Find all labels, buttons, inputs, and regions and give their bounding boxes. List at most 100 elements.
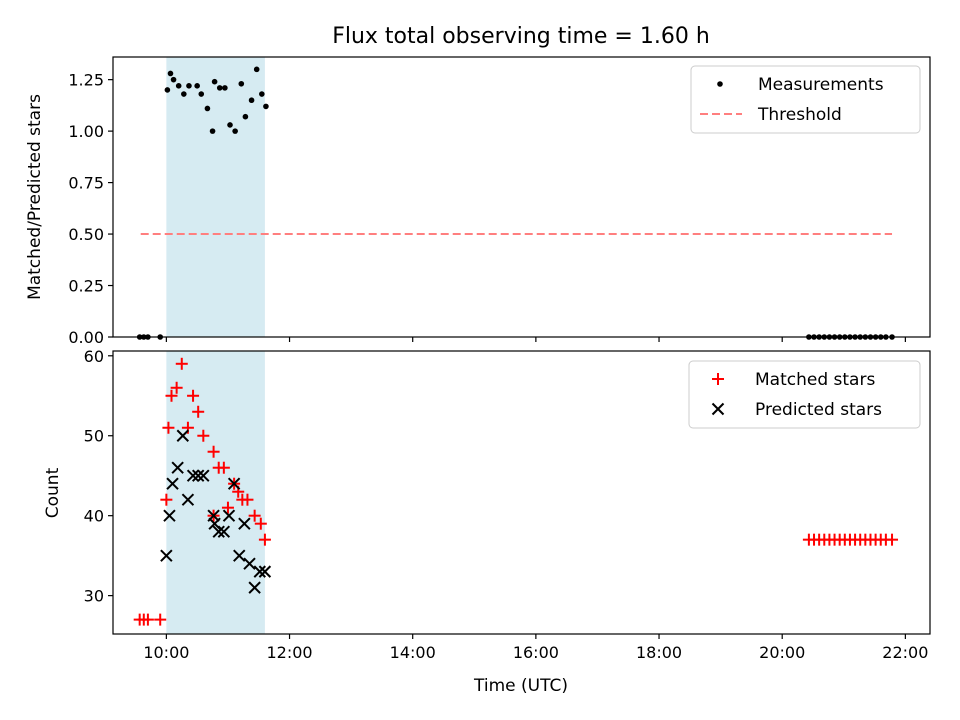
shaded-observing-span	[166, 57, 265, 337]
data-point	[248, 97, 255, 104]
data-point	[141, 613, 154, 626]
data-point	[192, 405, 205, 418]
y-tick-label: 0.50	[68, 225, 104, 244]
series-matched-stars	[133, 357, 899, 626]
data-point	[254, 517, 267, 530]
data-point	[166, 477, 179, 490]
y-tick-label: 40	[84, 507, 104, 526]
data-point	[198, 91, 205, 97]
data-point	[209, 128, 216, 134]
x-tick-label: 22:00	[882, 643, 928, 662]
x-tick-label: 16:00	[513, 643, 559, 662]
data-point	[222, 85, 228, 91]
data-point	[233, 549, 246, 562]
legend-marker-measurements	[717, 81, 723, 87]
data-point	[175, 357, 188, 370]
data-point	[171, 461, 184, 474]
top-plot-area	[136, 57, 895, 340]
top-chart-title: Flux total observing time = 1.60 h	[332, 24, 710, 49]
data-point	[181, 493, 195, 506]
top-axes-frame	[112, 56, 931, 338]
data-point	[222, 509, 236, 522]
data-point	[204, 105, 211, 112]
series-predicted-stars	[160, 429, 272, 594]
top-y-axis: 0.00 0.25 0.50 0.75 1.00 1.25	[68, 71, 113, 347]
x-tick-label: 12:00	[266, 643, 312, 662]
x-tick-label: 10:00	[143, 643, 189, 662]
data-point	[217, 461, 230, 474]
data-point	[207, 445, 220, 458]
data-point	[221, 501, 234, 514]
data-point	[170, 381, 183, 394]
data-point	[186, 469, 200, 482]
legend-label-matched-stars: Matched stars	[755, 370, 875, 390]
data-point	[181, 91, 187, 97]
data-point	[160, 549, 173, 562]
legend-label-predicted-stars: Predicted stars	[755, 400, 882, 420]
bottom-legend-box	[688, 360, 921, 429]
top-y-axis-label: Matched/Predicted stars	[25, 94, 45, 300]
legend-marker-matched-stars	[712, 373, 724, 385]
y-tick-label: 0.75	[68, 174, 104, 193]
data-point	[212, 525, 225, 538]
data-point	[248, 581, 261, 594]
data-point	[186, 83, 192, 89]
bottom-axes-frame	[112, 350, 931, 635]
data-point	[165, 389, 178, 402]
data-point	[194, 83, 200, 89]
data-point	[167, 70, 174, 77]
y-tick-label: 1.00	[68, 122, 104, 141]
data-point	[258, 565, 272, 578]
data-point	[160, 493, 173, 506]
data-point	[232, 128, 238, 134]
data-point	[241, 493, 254, 506]
shaded-observing-span	[166, 351, 265, 634]
y-tick-label: 60	[84, 347, 104, 366]
x-tick-label: 18:00	[636, 643, 682, 662]
data-point	[258, 533, 271, 546]
data-point	[227, 122, 233, 128]
data-point	[227, 477, 241, 490]
bottom-y-axis: 30 40 50 60	[84, 347, 113, 606]
data-point	[170, 76, 177, 83]
bottom-y-axis-label: Count	[43, 467, 63, 518]
bottom-legend: Matched stars Predicted stars	[688, 360, 921, 429]
y-tick-label: 0.00	[68, 328, 104, 347]
data-point	[259, 91, 265, 97]
data-point	[263, 103, 269, 110]
y-tick-label: 50	[84, 427, 104, 446]
data-point	[243, 557, 256, 570]
data-point	[187, 389, 200, 402]
data-point	[163, 509, 176, 522]
x-tick-label: 14:00	[390, 643, 436, 662]
bottom-x-axis-label: Time (UTC)	[473, 676, 568, 696]
data-point	[216, 85, 223, 91]
y-tick-label: 30	[84, 587, 104, 606]
data-point	[176, 429, 190, 442]
data-point	[217, 525, 231, 538]
data-point	[238, 80, 245, 87]
top-legend-box	[690, 65, 921, 134]
data-point	[248, 509, 261, 522]
data-point	[175, 83, 182, 89]
data-point	[886, 533, 899, 546]
data-point	[154, 613, 167, 626]
data-point	[162, 421, 175, 434]
x-tick-label: 20:00	[759, 643, 805, 662]
bottom-x-axis: 10:00 12:00 14:00 16:00 18:00 20:00 22:00	[143, 634, 928, 662]
bottom-plot-area	[133, 351, 899, 634]
data-point	[211, 78, 218, 85]
data-point	[238, 517, 251, 530]
data-point	[164, 87, 171, 93]
data-point	[242, 113, 249, 120]
y-tick-label: 1.25	[68, 71, 104, 90]
data-point	[191, 469, 205, 482]
data-point	[197, 469, 210, 482]
legend-marker-predicted-stars	[711, 402, 725, 416]
legend-label-threshold: Threshold	[757, 105, 842, 125]
top-legend: Measurements Threshold	[690, 65, 921, 134]
data-point	[197, 429, 210, 442]
y-tick-label: 0.25	[68, 277, 104, 296]
data-point	[253, 66, 260, 73]
